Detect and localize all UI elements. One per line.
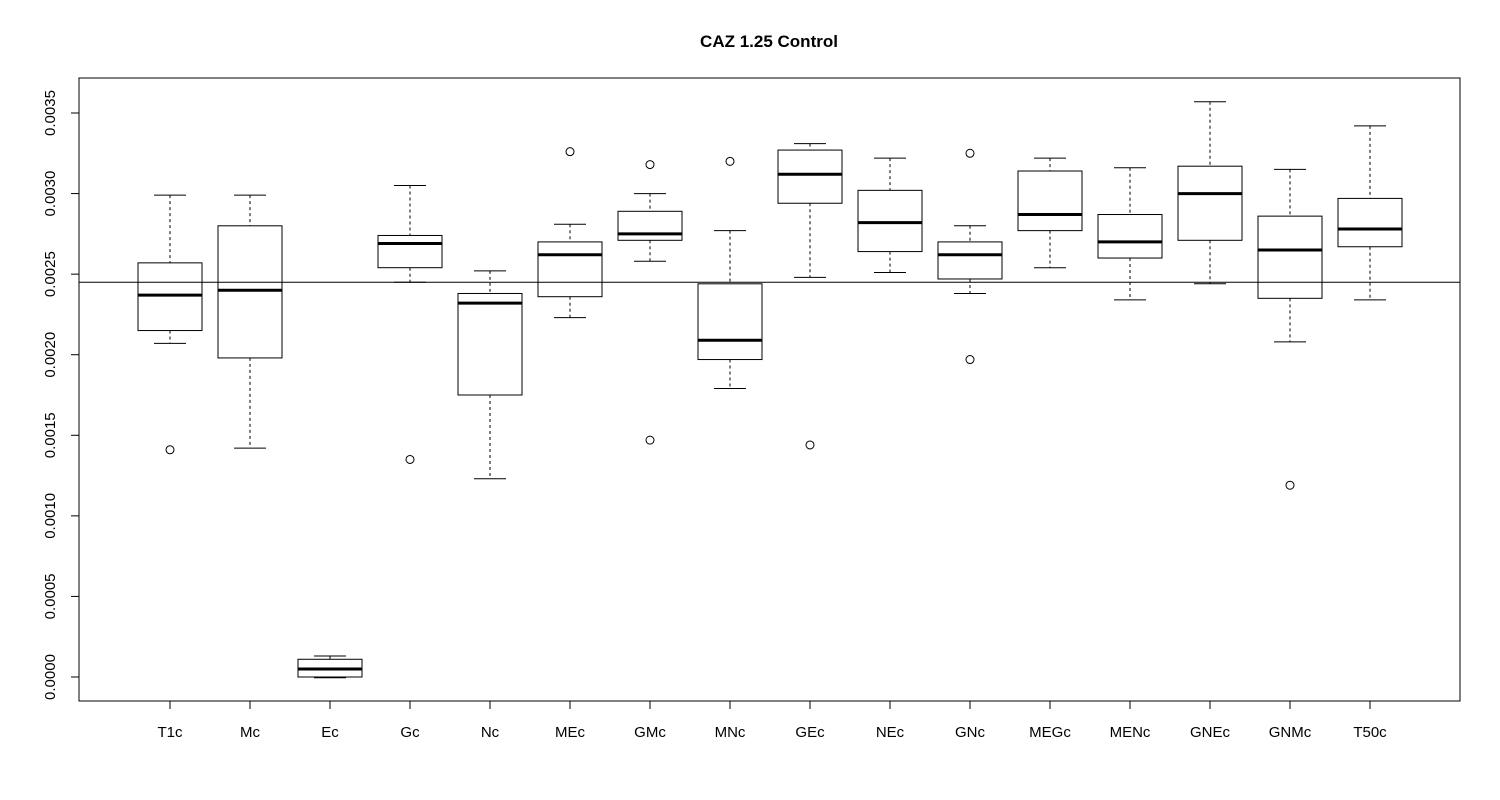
- outlier-point: [645, 160, 655, 170]
- x-tick-label: T1c: [157, 724, 183, 741]
- box-GNc: [937, 148, 1003, 365]
- x-tick-label: GNEc: [1190, 724, 1231, 741]
- boxes-group: [137, 101, 1403, 679]
- outlier-point: [965, 355, 975, 365]
- outlier-point: [1285, 480, 1295, 490]
- outlier-point: [565, 147, 575, 157]
- x-axis: T1c Mc Ec Gc Nc MEc GMc MNc GEc NEc GNc MEGc MENc GNE…: [157, 701, 1387, 741]
- x-tick-label: GNc: [955, 724, 986, 741]
- box-rect: [457, 292, 523, 396]
- x-tick-label: MEGc: [1029, 724, 1071, 741]
- box-rect: [537, 241, 603, 298]
- box-GNEc: [1177, 101, 1243, 285]
- outlier-point: [165, 445, 175, 455]
- x-tick-label: MNc: [715, 724, 746, 741]
- box-T50c: [1337, 125, 1403, 301]
- box-GEc: [777, 143, 843, 450]
- y-tick-label: 0.0035: [42, 90, 59, 136]
- box-Mc: [217, 194, 283, 449]
- box-rect: [217, 225, 283, 359]
- box-rect: [617, 210, 683, 241]
- box-Gc: [377, 185, 443, 464]
- outlier-point: [645, 435, 655, 445]
- y-tick-label: 0.0015: [42, 412, 59, 458]
- y-tick-label: 0.0005: [42, 573, 59, 619]
- x-tick-label: GEc: [795, 724, 825, 741]
- x-tick-label: MENc: [1110, 724, 1151, 741]
- x-tick-label: Mc: [240, 724, 260, 741]
- box-MNc: [697, 156, 763, 390]
- x-tick-label: GNMc: [1269, 724, 1312, 741]
- y-axis: 0.0000 0.0005 0.0010 0.0015 0.0020 0.0025 0.00…: [42, 90, 79, 700]
- box-rect: [1097, 214, 1163, 259]
- box-T1c: [137, 194, 203, 455]
- box-rect: [377, 234, 443, 269]
- box-MEc: [537, 147, 603, 319]
- y-tick-label: 0.0020: [42, 332, 59, 378]
- x-tick-label: NEc: [876, 724, 905, 741]
- box-GMc: [617, 160, 683, 445]
- box-MEGc: [1017, 157, 1083, 269]
- x-tick-label: Ec: [321, 724, 339, 741]
- y-tick-label: 0.0030: [42, 171, 59, 217]
- box-rect: [1177, 165, 1243, 241]
- box-GNMc: [1257, 168, 1323, 490]
- box-rect: [1337, 197, 1403, 248]
- chart-title: CAZ 1.25 Control: [700, 32, 838, 51]
- box-rect: [1257, 215, 1323, 299]
- x-tick-label: MEc: [555, 724, 586, 741]
- x-tick-label: Nc: [481, 724, 500, 741]
- box-rect: [857, 189, 923, 253]
- y-tick-label: 0.0000: [42, 654, 59, 700]
- box-rect: [697, 283, 763, 361]
- outlier-point: [965, 148, 975, 158]
- x-tick-label: T50c: [1353, 724, 1387, 741]
- x-tick-label: GMc: [634, 724, 666, 741]
- x-tick-label: Gc: [400, 724, 420, 741]
- box-NEc: [857, 157, 923, 274]
- box-rect: [1017, 170, 1083, 232]
- outlier-point: [405, 454, 415, 464]
- box-MENc: [1097, 167, 1163, 301]
- y-tick-label: 0.0025: [42, 251, 59, 297]
- box-rect: [937, 241, 1003, 280]
- y-tick-label: 0.0010: [42, 493, 59, 539]
- box-Ec: [297, 655, 363, 679]
- box-rect: [777, 149, 843, 204]
- box-Nc: [457, 270, 523, 480]
- plot-frame: [78, 77, 1461, 702]
- box-rect: [137, 262, 203, 332]
- outlier-point: [805, 440, 815, 450]
- outlier-point: [725, 156, 735, 166]
